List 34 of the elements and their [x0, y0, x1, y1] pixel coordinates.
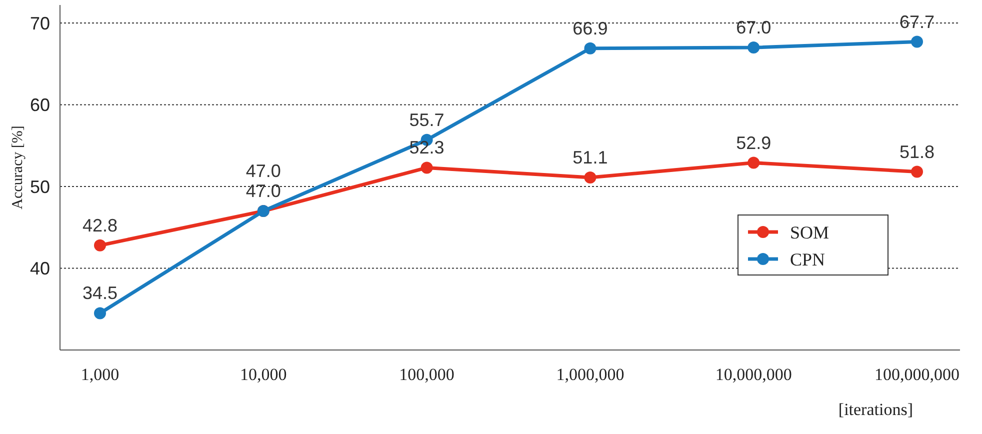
x-tick-label: 1,000,000	[556, 365, 624, 384]
x-tick-label: 100,000	[399, 365, 454, 384]
point	[911, 166, 923, 178]
data-label: 51.1	[572, 148, 608, 168]
point	[420, 162, 433, 174]
x-tick-label: 1,000	[80, 365, 120, 384]
y-axis-title: Accuracy [%]	[10, 126, 26, 210]
x-tick-label: 100,000,000	[874, 365, 960, 384]
point	[748, 156, 760, 169]
data-label: 51.8	[899, 142, 935, 162]
data-label: 52.9	[736, 132, 772, 153]
x-tick-label: 10,000,000	[715, 365, 792, 384]
y-tick-label: 50	[30, 176, 50, 197]
data-label: 55.7	[409, 110, 444, 130]
point	[748, 42, 760, 54]
data-label: 67.0	[736, 18, 772, 38]
data-label: 47.0	[246, 181, 281, 202]
y-tick-label: 40	[30, 258, 50, 279]
data-label: 42.8	[82, 215, 118, 236]
point	[584, 42, 596, 54]
data-label: 34.5	[82, 283, 118, 304]
point	[911, 36, 923, 48]
legend-label: SOM	[790, 222, 830, 242]
point	[94, 307, 106, 320]
data-label: 67.7	[899, 12, 935, 32]
data-label: 52.3	[409, 138, 444, 158]
x-tick-label: 10,000	[240, 365, 287, 384]
y-tick-label: 70	[30, 13, 50, 34]
y-tick-label: 60	[30, 95, 50, 116]
legend-label: CPN	[790, 249, 826, 270]
point	[584, 172, 596, 184]
point	[94, 239, 106, 252]
x-axis-title: [iterations]	[838, 400, 913, 419]
data-label: 47.0	[246, 161, 281, 182]
